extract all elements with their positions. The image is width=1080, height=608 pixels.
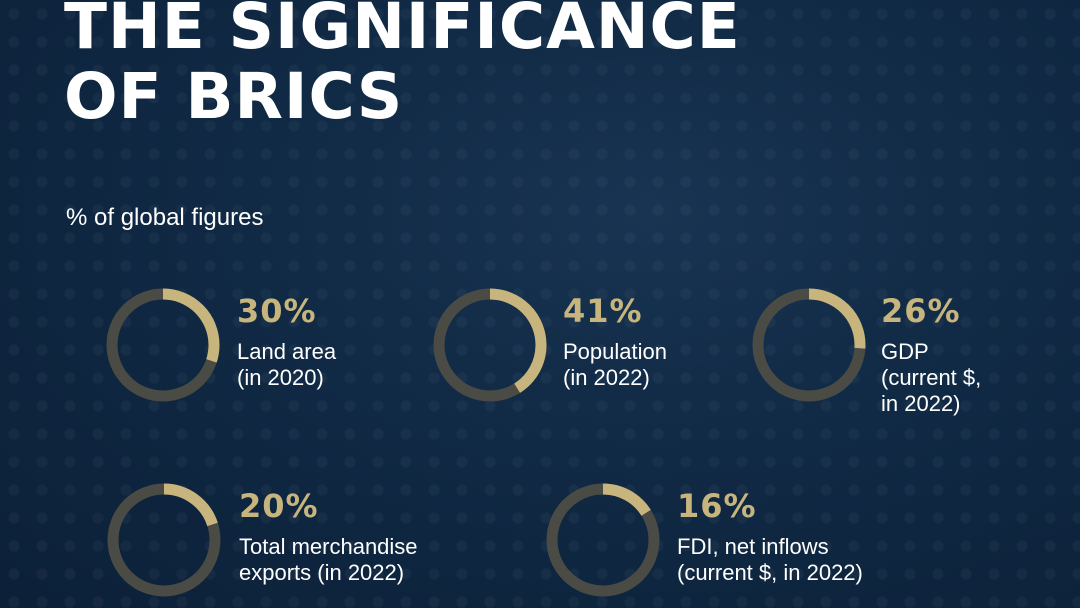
label-line: Land area <box>237 339 337 364</box>
category-label: FDI, net inflows (current $, in 2022) <box>677 534 863 586</box>
label-line: exports (in 2022) <box>239 560 405 585</box>
donut-land-area <box>106 288 220 402</box>
donut-gdp <box>752 288 866 402</box>
value-label: 30% <box>237 292 317 330</box>
label-line: Total merchandise <box>239 534 418 559</box>
donut-population <box>433 288 547 402</box>
stat-fdi: 16% FDI, net inflows (current $, in 2022… <box>544 481 924 601</box>
donut-arc-fdi <box>546 483 660 597</box>
donut-arc-population <box>433 288 547 402</box>
label-line: (current $, in 2022) <box>677 560 863 585</box>
stat-merchandise-exports: 20% Total merchandise exports (in 2022) <box>105 481 485 601</box>
stat-gdp: 26% GDP (current $, in 2022) <box>750 286 1050 426</box>
label-line: (in 2020) <box>237 365 324 390</box>
label-line: (current $, <box>881 365 982 390</box>
donut-merchandise-exports <box>107 483 221 597</box>
title-line-2: OF BRICS <box>64 60 404 133</box>
value-label: 16% <box>677 487 757 525</box>
label-line: GDP <box>881 339 929 364</box>
label-line: in 2022) <box>881 391 961 416</box>
category-label: Total merchandise exports (in 2022) <box>239 534 418 586</box>
chart-subtitle: % of global figures <box>66 204 264 231</box>
category-label: Population (in 2022) <box>563 339 667 391</box>
value-label: 26% <box>881 292 961 330</box>
stat-land-area: 30% Land area (in 2020) <box>104 286 364 406</box>
donut-arc-merchandise-exports <box>107 483 221 597</box>
value-label: 41% <box>563 292 643 330</box>
label-line: Population <box>563 339 667 364</box>
donut-fdi <box>546 483 660 597</box>
page-title: THE SIGNIFICANCE OF BRICS <box>64 0 964 132</box>
title-line-1: THE SIGNIFICANCE <box>64 0 741 63</box>
donut-arc-land-area <box>106 288 220 402</box>
category-label: Land area (in 2020) <box>237 339 336 391</box>
value-label: 20% <box>239 487 319 525</box>
label-line: (in 2022) <box>563 365 650 390</box>
category-label: GDP (current $, in 2022) <box>881 339 981 417</box>
stat-population: 41% Population (in 2022) <box>431 286 711 406</box>
label-line: FDI, net inflows <box>677 534 829 559</box>
donut-arc-gdp <box>752 288 866 402</box>
